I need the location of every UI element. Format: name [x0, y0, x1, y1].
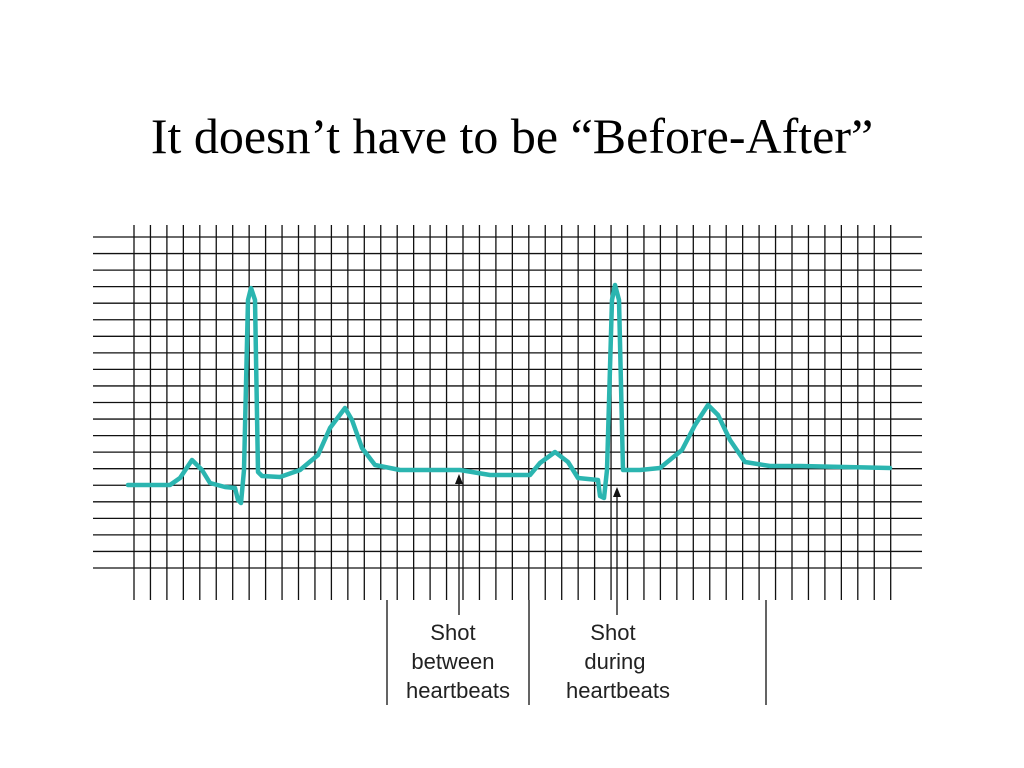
- marker-lines: [386, 482, 767, 705]
- arrowheads: [455, 474, 621, 497]
- annotation: Shot between heartbeats: [406, 620, 510, 703]
- arrowhead: [455, 474, 463, 484]
- annotation-line: Shot: [590, 620, 635, 645]
- annotation-line: heartbeats: [566, 678, 670, 703]
- ecg-grid: [93, 225, 922, 600]
- annotation-line: heartbeats: [406, 678, 510, 703]
- annotation-line: during: [584, 649, 645, 674]
- annotation-line: between: [411, 649, 494, 674]
- arrowhead: [613, 487, 621, 497]
- ecg-trace: [125, 282, 893, 506]
- annotation: Shot during heartbeats: [566, 620, 670, 703]
- annotation-line: Shot: [430, 620, 475, 645]
- slide-title: It doesn’t have to be “Before-After”: [151, 108, 873, 164]
